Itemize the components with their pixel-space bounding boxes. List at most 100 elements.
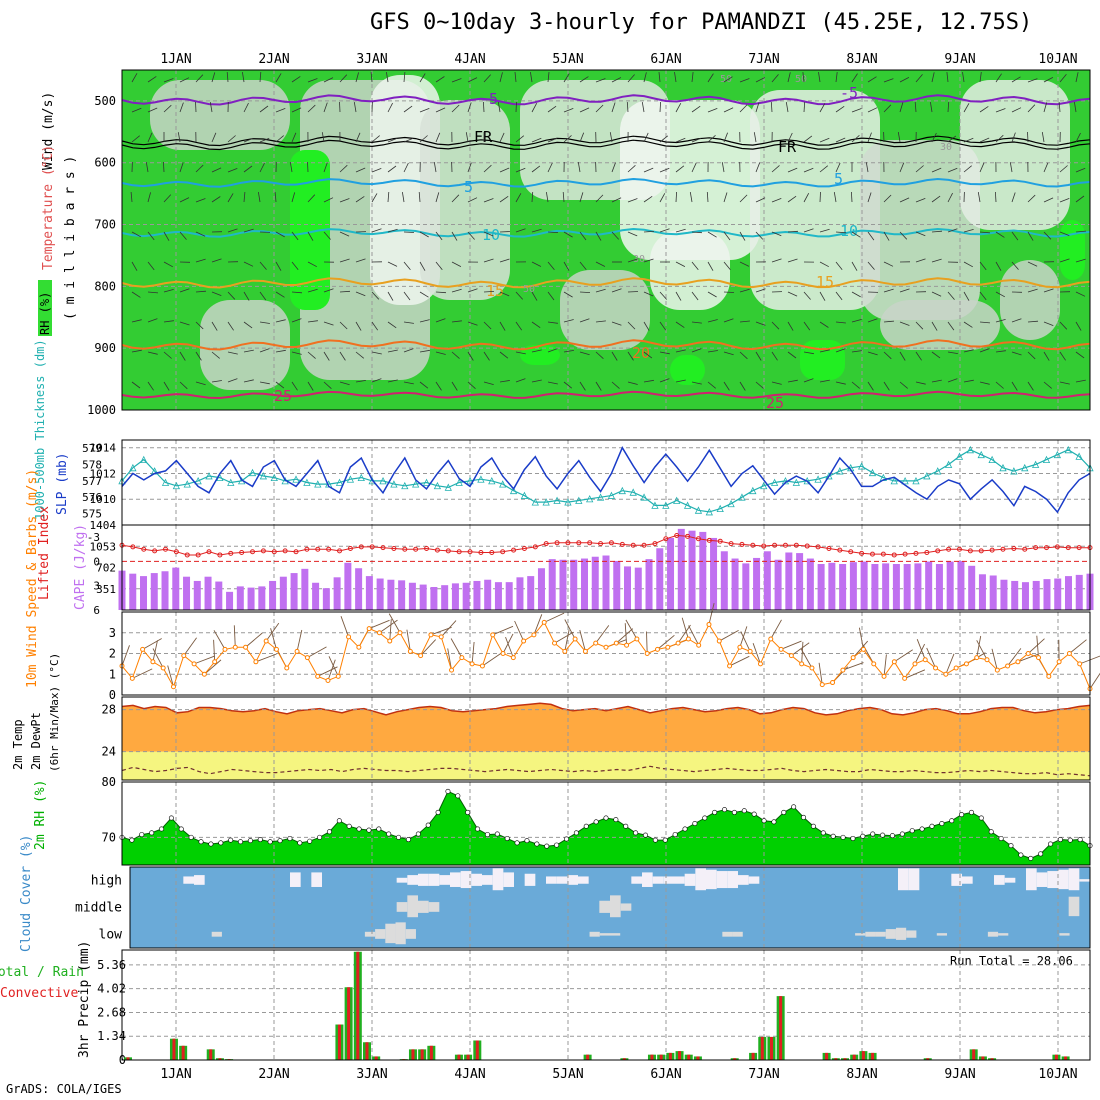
wind-barb: [403, 381, 414, 385]
wind-barb: [147, 351, 158, 355]
wind-barb: [371, 228, 382, 233]
wind-barb: [515, 291, 523, 300]
wind-barb: [803, 228, 814, 233]
li-point: [598, 541, 604, 547]
wind10m-point: [943, 671, 949, 677]
wind-barb: [947, 135, 957, 143]
thickness-point: [227, 478, 235, 486]
wind-barb: [1009, 162, 1013, 173]
wind-barb: [419, 381, 429, 389]
wind10m-barb: [595, 625, 610, 644]
thickness-point: [629, 488, 637, 496]
wind-barb: [755, 77, 766, 83]
rh-high-region: [1060, 220, 1085, 280]
wind10m-point: [500, 651, 506, 656]
wind-barb: [563, 231, 573, 238]
wind-barb: [195, 231, 206, 237]
wind10m-tick: 0: [109, 688, 116, 702]
wind-barb: [226, 71, 229, 83]
li-point: [347, 545, 353, 551]
wind-barb: [291, 261, 299, 271]
wind-barb: [419, 291, 429, 298]
cloud-high-cell: [727, 871, 738, 889]
wind-barb: [499, 351, 509, 359]
wind10m-point: [593, 640, 599, 646]
li-point: [239, 550, 245, 556]
wind-barb: [787, 351, 797, 359]
wind10m-barb: [976, 640, 988, 660]
wind-barb: [819, 261, 829, 268]
wind-barb: [1027, 381, 1034, 391]
li-point: [761, 543, 767, 549]
cape-bar: [817, 563, 825, 610]
isotherm-label: -5: [480, 90, 498, 108]
wind-barb: [211, 72, 216, 83]
wind-barb: [291, 381, 298, 391]
wind-barb: [195, 164, 204, 173]
cape-tick: 351: [96, 583, 116, 596]
cape-bar: [258, 586, 266, 610]
wind-barb: [771, 165, 780, 173]
precip-conv-bar: [926, 1058, 930, 1060]
wind-barb: [387, 261, 398, 267]
wind-barb: [627, 291, 639, 293]
rh2m-point: [731, 809, 737, 815]
wind-barb: [435, 318, 446, 323]
wind-barb: [451, 381, 458, 391]
wind-barb: [883, 194, 892, 203]
wind-barb: [979, 261, 987, 271]
rh-high-region: [520, 345, 560, 365]
wind-barb: [163, 231, 170, 241]
rh2m-point: [801, 814, 807, 820]
cape-bar: [193, 580, 201, 610]
wind-barb: [291, 231, 299, 241]
wind-barb: [483, 258, 494, 263]
wind-barb: [259, 348, 270, 353]
wind10m-point: [757, 661, 763, 667]
cape-bar: [656, 548, 664, 610]
isotherm-15: [121, 277, 1091, 289]
thickness-point: [161, 478, 170, 486]
rh2m-panel: 2m RH (%): [33, 780, 48, 850]
wind-barb: [547, 137, 558, 143]
cape-bar: [398, 580, 406, 610]
cape-bar: [699, 531, 707, 610]
wind-barb: [979, 381, 990, 385]
li-point: [826, 545, 832, 551]
precip-conv-bar: [779, 996, 783, 1060]
cape-bar: [1000, 579, 1008, 610]
wind-barb: [275, 319, 286, 323]
wind-barb: [1043, 288, 1054, 293]
wind-barb: [1059, 321, 1068, 330]
pressure-tick: 800: [94, 279, 116, 293]
wind10m-barb: [677, 624, 691, 644]
rh2m-point: [702, 815, 708, 821]
thickness-point: [1075, 452, 1083, 460]
wind-barb: [211, 167, 222, 173]
thickness-point: [455, 478, 463, 486]
li-point: [402, 546, 408, 552]
wind10m-barb: [1036, 635, 1039, 658]
wind-barb: [1043, 197, 1054, 203]
wind-barb: [963, 229, 974, 233]
x-label-bottom: 6JAN: [650, 1067, 681, 1082]
isotherm-25: [121, 390, 1091, 400]
wind-barb: [355, 291, 366, 297]
cloud-high-cell: [695, 868, 706, 891]
thickness-point: [564, 498, 572, 506]
cape-bar: [860, 561, 868, 610]
wind-barb: [963, 321, 973, 328]
wind-barb: [323, 102, 328, 113]
li-point: [674, 533, 680, 539]
wind-barb: [386, 72, 389, 83]
rh-low-region: [960, 80, 1070, 230]
rh2m-point: [415, 831, 421, 837]
wind-barb: [707, 381, 716, 389]
wind-barb: [195, 258, 206, 263]
wind-barb: [467, 197, 478, 203]
temp2m-ylabel: 2m Temp: [11, 719, 25, 770]
x-label-top: 1JAN: [160, 52, 191, 67]
wind-barb: [819, 103, 826, 113]
temp2m-frame: [121, 696, 1091, 781]
wind-barb: [195, 321, 204, 330]
